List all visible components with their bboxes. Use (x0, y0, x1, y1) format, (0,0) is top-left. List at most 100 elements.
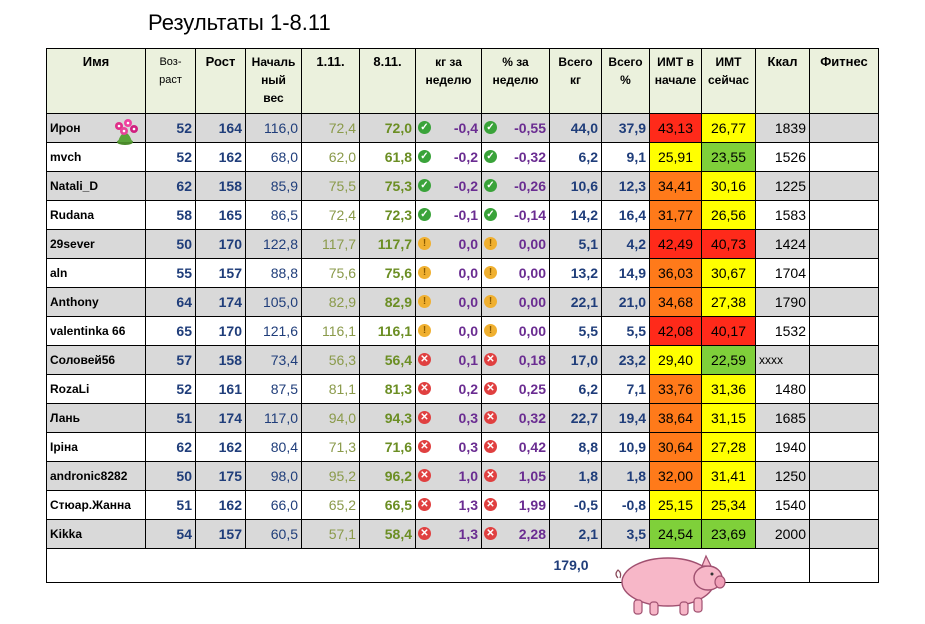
cell-height: 157 (195, 519, 246, 549)
check-icon: ✓ (418, 121, 431, 134)
cell-total-pct: 4,2 (601, 229, 650, 259)
cell-total-kg: 17,0 (549, 345, 602, 375)
cell-bmi-start: 31,77 (649, 200, 702, 230)
cell-total-kg: 1,8 (549, 461, 602, 491)
cell-height: 170 (195, 229, 246, 259)
check-icon: ✓ (484, 208, 497, 221)
cell-bmi-start: 34,68 (649, 287, 702, 317)
cell-weight-d1: 81,1 (301, 374, 360, 404)
cell-bmi-start: 25,15 (649, 490, 702, 520)
cross-icon: ✕ (484, 411, 497, 424)
cell-total-pct: 5,5 (601, 316, 650, 346)
cell-start-weight: 85,9 (245, 171, 302, 201)
cell-total-kg: 2,1 (549, 519, 602, 549)
table-row: Rudana 58 165 86,5 72,4 72,3 ✓ -0,1 ✓ -0,14 14,2 16… (46, 200, 879, 230)
cell-total-pct: 19,4 (601, 403, 650, 433)
cross-icon: ✕ (484, 353, 497, 366)
cell-fitness (809, 461, 879, 491)
cell-kg-week: ✕ 1,3 (415, 519, 482, 549)
cell-fitness (809, 142, 879, 172)
cell-total-kg: 10,6 (549, 171, 602, 201)
cell-pct-week: ✕ 2,28 (481, 519, 550, 549)
cell-total-pct: 12,3 (601, 171, 650, 201)
cell-start-weight: 117,0 (245, 403, 302, 433)
cell-pct-week: ✓ -0,55 (481, 113, 550, 143)
cell-start-weight: 80,4 (245, 432, 302, 462)
cell-weight-d1: 116,1 (301, 316, 360, 346)
cell-weight-d8: 75,3 (359, 171, 416, 201)
cell-name: Лань (46, 403, 146, 433)
table-row: Anthony 64 174 105,0 82,9 82,9! 0,0! 0,00 22,1 21… (46, 287, 879, 317)
cross-icon: ✕ (484, 498, 497, 511)
cell-start-weight: 121,6 (245, 316, 302, 346)
cell-fitness (809, 200, 879, 230)
cell-pct-week: ✕ 0,18 (481, 345, 550, 375)
cross-icon: ✕ (418, 440, 431, 453)
cell-bmi-start: 42,49 (649, 229, 702, 259)
cell-bmi-now: 40,17 (701, 316, 756, 346)
cell-bmi-now: 27,28 (701, 432, 756, 462)
cell-weight-d8: 58,4 (359, 519, 416, 549)
cell-total-pct: 16,4 (601, 200, 650, 230)
cross-icon: ✕ (418, 353, 431, 366)
cell-total-kg: 44,0 (549, 113, 602, 143)
col-header-total-pct: Всего % (601, 48, 650, 114)
pig-icon (615, 554, 726, 616)
cell-bmi-start: 24,54 (649, 519, 702, 549)
cell-bmi-start: 32,00 (649, 461, 702, 491)
cell-age: 62 (145, 171, 196, 201)
cell-bmi-now: 26,56 (701, 200, 756, 230)
col-header-fitness: Фитнес (809, 48, 879, 114)
cell-total-pct: 21,0 (601, 287, 650, 317)
cell-fitness (809, 287, 879, 317)
cell-weight-d8: 117,7 (359, 229, 416, 259)
cell-total-pct: 37,9 (601, 113, 650, 143)
cell-weight-d1: 75,6 (301, 258, 360, 288)
warning-icon: ! (484, 266, 497, 279)
total-value: 179,0 (553, 556, 589, 573)
cell-name: valentinka 66 (46, 316, 146, 346)
cell-name: Natali_D (46, 171, 146, 201)
check-icon: ✓ (418, 150, 431, 163)
cell-kcal: 1704 (755, 258, 810, 288)
table-row: Соловей56 57 158 73,4 56,3 56,4 ✕ 0,1 ✕ 0,18 17,0 2… (46, 345, 879, 375)
cell-pct-week: ✓ -0,32 (481, 142, 550, 172)
cell-total-kg: 13,2 (549, 258, 602, 288)
col-header-name: Имя (46, 48, 146, 114)
cell-age: 52 (145, 113, 196, 143)
cell-age: 57 (145, 345, 196, 375)
col-header-bmi-now: ИМТ сейчас (701, 48, 756, 114)
cell-name: Соловей56 (46, 345, 146, 375)
cell-total-pct: 3,5 (601, 519, 650, 549)
cell-fitness (809, 519, 879, 549)
table-row: RozaLi 52 161 87,5 81,1 81,3 ✕ 0,2 ✕ 0,25 6,2 7,1 33… (46, 374, 879, 404)
cell-weight-d8: 72,0 (359, 113, 416, 143)
cell-bmi-now: 40,73 (701, 229, 756, 259)
cell-name: Стюар.Жанна (46, 490, 146, 520)
check-icon: ✓ (484, 150, 497, 163)
col-header-start-weight: Началь ный вес (245, 48, 302, 114)
cell-weight-d1: 65,2 (301, 490, 360, 520)
cell-age: 54 (145, 519, 196, 549)
cell-age: 58 (145, 200, 196, 230)
cell-start-weight: 88,8 (245, 258, 302, 288)
cell-total-pct: 1,8 (601, 461, 650, 491)
cell-start-weight: 116,0 (245, 113, 302, 143)
cross-icon: ✕ (418, 411, 431, 424)
cell-start-weight: 98,0 (245, 461, 302, 491)
cell-total-kg: 5,1 (549, 229, 602, 259)
cell-weight-d8: 71,6 (359, 432, 416, 462)
cell-name: Anthony (46, 287, 146, 317)
cell-bmi-start: 29,40 (649, 345, 702, 375)
cell-total-kg: 14,2 (549, 200, 602, 230)
cell-kcal: 2000 (755, 519, 810, 549)
cell-age: 50 (145, 229, 196, 259)
cell-bmi-now: 31,36 (701, 374, 756, 404)
table-row: mvch 52 162 68,0 62,0 61,8 ✓ -0,2 ✓ -0,32 6,2 9,1 25… (46, 142, 879, 172)
cell-kcal: 1480 (755, 374, 810, 404)
cell-weight-d8: 75,6 (359, 258, 416, 288)
cell-pct-week: ✕ 0,42 (481, 432, 550, 462)
cell-height: 162 (195, 490, 246, 520)
cross-icon: ✕ (484, 382, 497, 395)
cell-bmi-now: 22,59 (701, 345, 756, 375)
